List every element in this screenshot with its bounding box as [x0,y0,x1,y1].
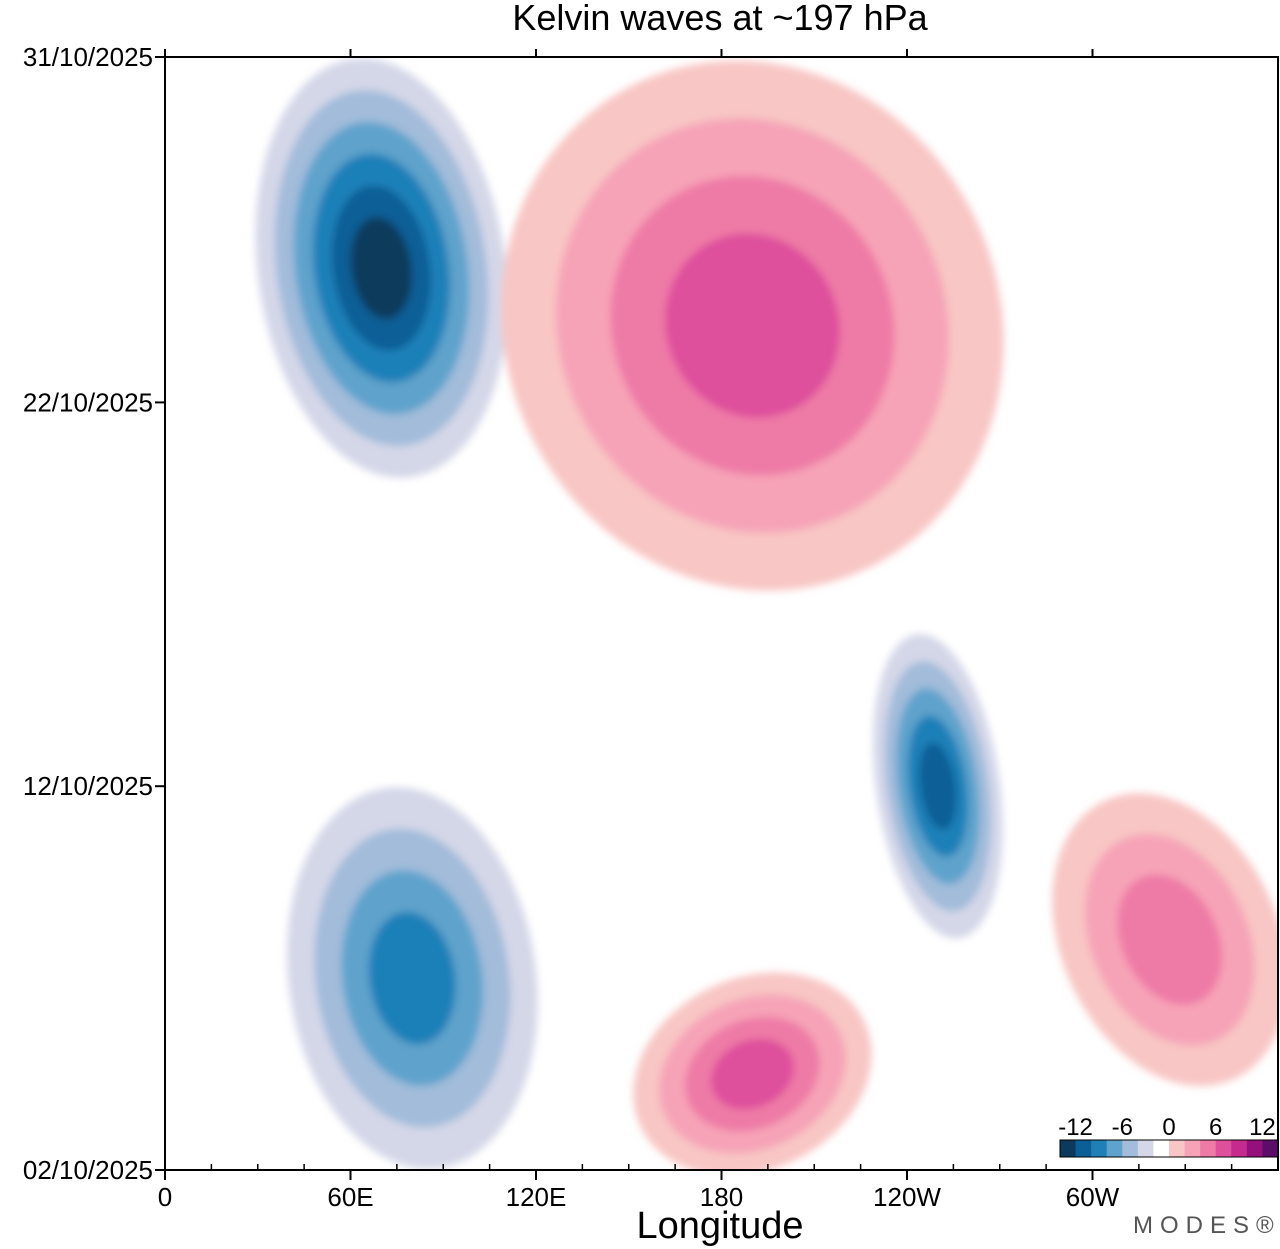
feature-0 [255,58,508,478]
feature-4 [633,972,872,1170]
colorbar-swatch [1091,1140,1108,1157]
colorbar-tick-label: -12 [1058,1114,1093,1141]
colorbar-swatch [1075,1140,1092,1157]
colorbar-swatch [1231,1140,1248,1157]
y-tick-label: 02/10/2025 [23,1155,153,1185]
colorbar-frame [1059,1139,1279,1158]
anomaly-field [255,58,1278,1170]
x-tick-label: 0 [158,1182,172,1212]
contour-level [665,233,840,418]
x-tick-label: 60W [1066,1182,1120,1212]
colorbar-swatch [1215,1140,1232,1157]
colorbar-tick-label: 12 [1249,1114,1276,1141]
colorbar-swatch [1262,1140,1279,1157]
feature-2 [873,633,1003,939]
y-tick-label: 22/10/2025 [23,387,153,417]
colorbar-swatch [1153,1140,1170,1157]
axes: 0 60E 120E 180 120W 60W 31/10/2025 22/10/2025 12… [23,42,1233,1212]
colorbar-swatch [1184,1140,1201,1157]
colorbar-swatch [1137,1140,1154,1157]
contour-level [919,742,957,830]
modes-brand: MODES® [1133,1212,1280,1239]
contour-level [368,911,456,1045]
colorbar-swatch [1060,1140,1077,1157]
colorbar: -12 -6 0 6 12 [1058,1114,1279,1158]
colorbar-tick-label: 0 [1162,1114,1175,1141]
y-tick-label: 12/10/2025 [23,771,153,801]
feature-1 [286,787,538,1169]
colorbar-swatch [1169,1140,1186,1157]
x-tick-label: 120E [506,1182,567,1212]
colorbar-swatch [1106,1140,1123,1157]
x-tick-label: 60E [327,1182,373,1212]
x-tick-label: 180 [700,1182,743,1212]
colorbar-swatch [1122,1140,1139,1157]
x-tick-label: 120W [873,1182,941,1212]
colorbar-tick-label: 6 [1209,1114,1222,1141]
contour-level [710,1038,794,1110]
x-axis-label: Longitude [637,1205,804,1247]
feature-3 [501,60,1004,591]
contour-level [350,217,412,319]
feature-5 [1052,793,1278,1087]
colorbar-tick-label: -6 [1112,1114,1133,1141]
colorbar-swatch [1246,1140,1263,1157]
chart-title: Kelvin waves at ~197 hPa [512,0,928,38]
y-tick-label: 31/10/2025 [23,42,153,72]
contour-level [1117,874,1223,1005]
colorbar-swatch [1200,1140,1217,1157]
